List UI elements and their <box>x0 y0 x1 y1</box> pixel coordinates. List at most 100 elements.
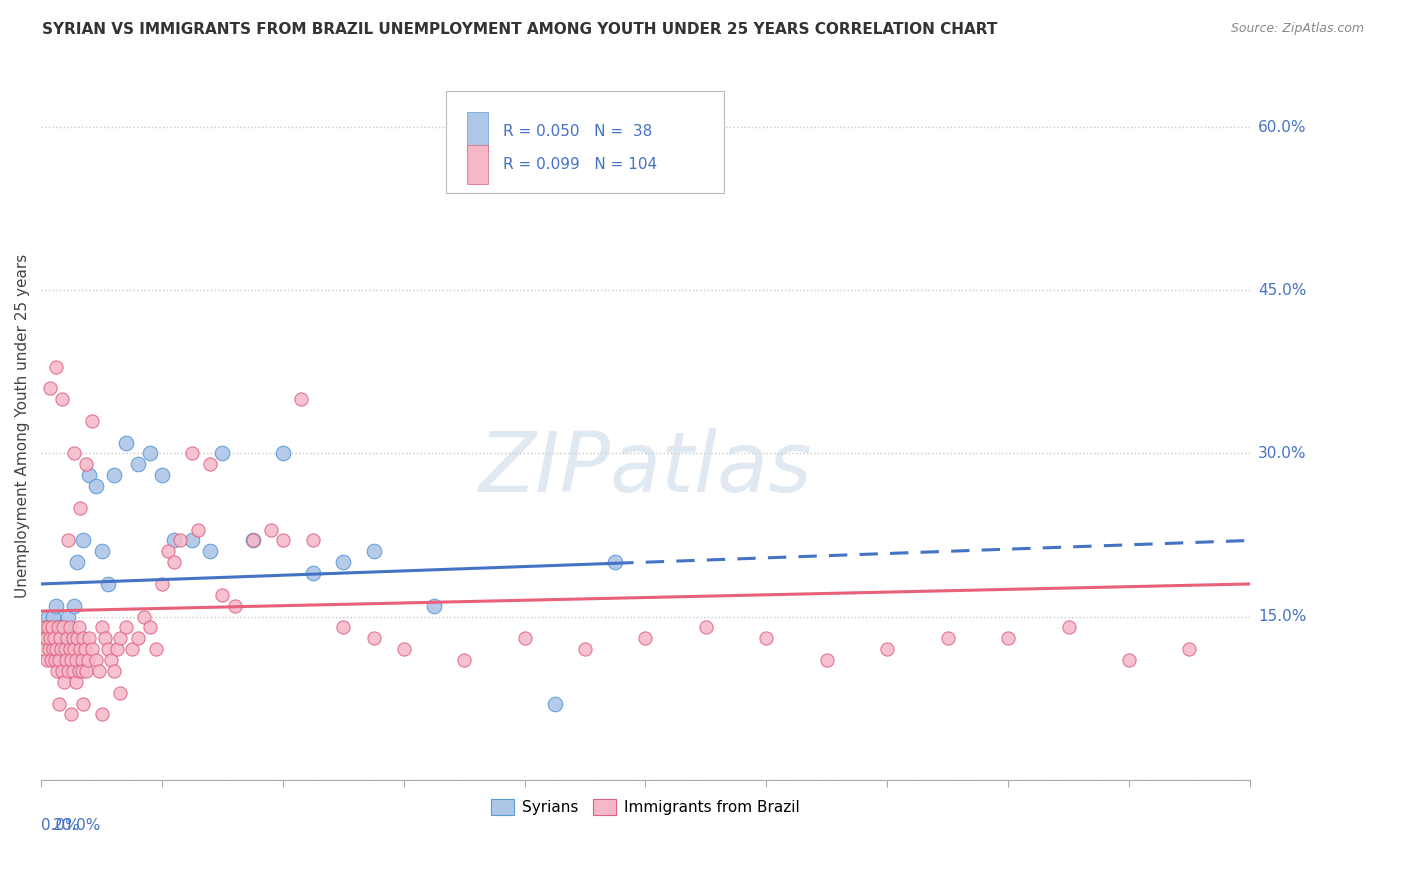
Point <box>46 664 69 678</box>
Point <box>38 642 60 657</box>
Point <box>936 632 959 646</box>
Point <box>37 609 59 624</box>
FancyBboxPatch shape <box>467 112 488 151</box>
Point <box>634 632 657 646</box>
Point <box>139 620 162 634</box>
Point <box>44 653 66 667</box>
Point <box>302 533 325 548</box>
Point <box>41 642 63 657</box>
Point <box>79 632 101 646</box>
Point <box>163 555 186 569</box>
Text: R = 0.099   N = 104: R = 0.099 N = 104 <box>503 157 657 172</box>
Point <box>211 588 233 602</box>
Point <box>181 533 204 548</box>
Point <box>72 533 94 548</box>
Point <box>200 458 222 472</box>
Point <box>51 392 73 406</box>
Point <box>63 446 86 460</box>
Point <box>513 632 536 646</box>
Point <box>45 642 67 657</box>
Point <box>100 653 122 667</box>
Point <box>35 632 58 646</box>
Point <box>69 500 91 515</box>
Point <box>392 642 415 657</box>
Point <box>145 642 167 657</box>
Point <box>544 697 567 711</box>
Point <box>39 381 62 395</box>
Point <box>67 620 90 634</box>
Point <box>60 653 83 667</box>
Point <box>59 620 82 634</box>
Point <box>90 620 112 634</box>
Point <box>260 523 283 537</box>
Text: 0.0%: 0.0% <box>41 819 80 833</box>
Text: SYRIAN VS IMMIGRANTS FROM BRAZIL UNEMPLOYMENT AMONG YOUTH UNDER 25 YEARS CORRELA: SYRIAN VS IMMIGRANTS FROM BRAZIL UNEMPLO… <box>42 22 997 37</box>
Point <box>695 620 717 634</box>
Point <box>48 697 70 711</box>
Point <box>271 446 294 460</box>
Point <box>127 458 149 472</box>
Point <box>1178 642 1201 657</box>
Point <box>35 620 58 634</box>
Point <box>90 544 112 558</box>
Point <box>51 664 73 678</box>
Point <box>108 632 131 646</box>
Point <box>72 632 94 646</box>
Point <box>34 620 56 634</box>
Text: 20.0%: 20.0% <box>53 819 101 833</box>
Text: 45.0%: 45.0% <box>1258 283 1306 298</box>
Point <box>45 599 67 613</box>
Point <box>72 697 94 711</box>
Point <box>48 620 70 634</box>
Point <box>150 468 173 483</box>
Point <box>53 642 76 657</box>
Point <box>157 544 180 558</box>
Point <box>363 632 385 646</box>
Text: 15.0%: 15.0% <box>1258 609 1306 624</box>
Point <box>169 533 191 548</box>
Point <box>32 632 55 646</box>
Point <box>93 632 115 646</box>
Y-axis label: Unemployment Among Youth under 25 years: Unemployment Among Youth under 25 years <box>15 254 30 599</box>
Point <box>51 632 73 646</box>
Point <box>52 620 75 634</box>
Point <box>181 446 204 460</box>
Point <box>58 642 80 657</box>
Point <box>163 533 186 548</box>
Point <box>53 620 76 634</box>
Point <box>32 642 55 657</box>
Point <box>90 707 112 722</box>
Point <box>46 620 69 634</box>
Point <box>65 653 87 667</box>
Point <box>37 620 59 634</box>
Point <box>82 642 104 657</box>
Point <box>605 555 627 569</box>
Point <box>55 653 77 667</box>
Point <box>114 620 136 634</box>
Point <box>105 642 128 657</box>
Point <box>48 653 70 667</box>
Point <box>150 577 173 591</box>
Point <box>70 653 93 667</box>
Point <box>997 632 1019 646</box>
Point <box>108 686 131 700</box>
Point <box>65 674 87 689</box>
Point <box>302 566 325 580</box>
Point <box>69 642 91 657</box>
Point <box>62 632 84 646</box>
Point <box>41 620 63 634</box>
Point <box>242 533 264 548</box>
Point <box>815 653 838 667</box>
Point <box>62 664 84 678</box>
Point <box>73 642 96 657</box>
Point <box>242 533 264 548</box>
FancyBboxPatch shape <box>446 91 724 193</box>
Point <box>63 599 86 613</box>
Point <box>75 458 97 472</box>
Point <box>49 632 72 646</box>
Point <box>453 653 475 667</box>
Point <box>75 664 97 678</box>
Point <box>44 632 66 646</box>
Point <box>45 359 67 374</box>
Point <box>103 468 125 483</box>
